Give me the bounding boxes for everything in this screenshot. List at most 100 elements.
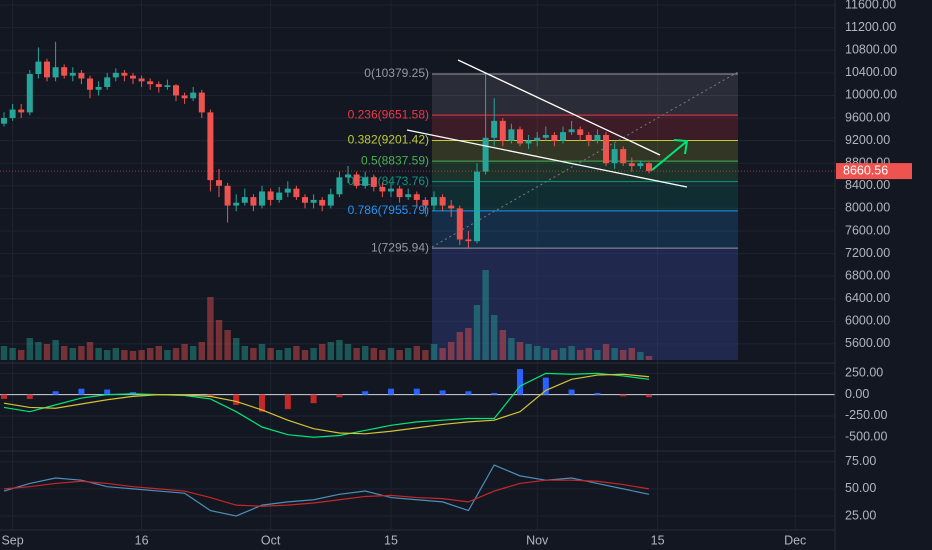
fib-zone — [432, 74, 738, 116]
volume-bar — [602, 344, 610, 360]
macd-histogram-bar — [26, 394, 33, 399]
y-tick-label: 5600.00 — [845, 336, 890, 350]
macd-histogram-bar — [388, 388, 394, 395]
y-tick-label: 8000.00 — [845, 201, 890, 215]
volume-bar — [0, 346, 8, 360]
candle-body — [241, 197, 248, 203]
volume-bar — [482, 270, 489, 360]
volume-bar — [112, 348, 119, 360]
y-tick-label: 9200.00 — [845, 133, 890, 147]
trend-line — [457, 59, 661, 156]
fib-label: 0.236(9651.58) — [348, 107, 429, 121]
volume-bar — [276, 350, 283, 360]
volume-bar — [69, 348, 76, 360]
y-tick-label: 10800.00 — [845, 43, 897, 57]
marks-layer — [0, 41, 835, 517]
volume-bar — [405, 348, 412, 360]
y-tick-label: 8400.00 — [845, 178, 890, 192]
volume-bar — [465, 328, 472, 360]
candle-body — [267, 191, 274, 200]
macd-histogram-bar — [542, 377, 549, 395]
volume-bar — [559, 348, 567, 360]
volume-bar — [301, 350, 309, 360]
volume-bar — [387, 348, 395, 360]
candle-body — [611, 149, 618, 164]
arrow-head — [673, 139, 689, 155]
macd-histogram-bar — [465, 391, 472, 395]
volume-bar — [198, 342, 205, 360]
fib-label: 0.382(9201.42) — [348, 133, 429, 147]
annotations — [406, 59, 739, 248]
macd-histogram-bar — [594, 392, 601, 395]
volume-bar — [258, 344, 266, 360]
y-tick-label: 6000.00 — [845, 314, 890, 328]
candle-body — [568, 129, 575, 133]
candle-body — [482, 137, 489, 172]
volume-bar — [155, 346, 162, 360]
volume-bar — [396, 350, 403, 360]
y-tick-label: 50.00 — [845, 481, 876, 495]
volume-bar — [241, 346, 248, 360]
fib-zone — [432, 248, 738, 360]
candle-body — [224, 185, 231, 206]
volume-bar — [439, 348, 446, 360]
candle-body — [353, 174, 360, 186]
macd-histogram-bar — [233, 394, 240, 405]
candle-body — [302, 197, 308, 203]
fib-label: 0(10379.25) — [364, 66, 429, 80]
macd-histogram-bar — [620, 394, 627, 397]
candle-body — [560, 132, 566, 141]
y-tick-label: 9600.00 — [845, 110, 890, 124]
candle-body — [646, 163, 652, 172]
volume-bar — [190, 346, 197, 360]
candle-body — [259, 191, 265, 206]
volume-bar — [26, 338, 33, 360]
volume-bar — [147, 348, 154, 360]
macd-histogram-bar — [259, 394, 265, 412]
candle-body — [370, 177, 377, 187]
candle-body — [379, 186, 386, 192]
candle-body — [130, 75, 136, 79]
candle-body — [26, 73, 33, 113]
volume-bar — [215, 320, 223, 360]
last-price-label: 8660.56 — [843, 163, 888, 177]
arrow — [651, 141, 687, 171]
x-tick-label: 15 — [651, 533, 665, 547]
candle-body — [310, 199, 317, 203]
volume-bar — [61, 346, 68, 360]
volume-bar — [379, 350, 386, 360]
volume-bar — [43, 344, 51, 360]
volume-bar — [250, 348, 257, 360]
volume-bar — [35, 342, 42, 360]
volume-bar — [628, 348, 635, 360]
y-tick-label: 250.00 — [845, 366, 883, 380]
candle-body — [405, 194, 412, 198]
x-tick-label: Nov — [526, 533, 549, 547]
candle-body — [422, 199, 429, 206]
macd-histogram-bar — [439, 390, 446, 395]
volume-bar — [172, 348, 180, 360]
candle-body — [207, 112, 214, 181]
volume-bar — [284, 348, 291, 360]
candle-body — [284, 188, 291, 193]
candle-body — [61, 67, 68, 76]
y-tick-label: 11200.00 — [845, 20, 896, 34]
candle-body — [456, 208, 463, 240]
volume-bar — [620, 350, 627, 360]
volume-bar — [448, 342, 455, 360]
candle-body — [628, 163, 635, 167]
volume-bar — [516, 342, 524, 360]
candle-body — [198, 92, 205, 113]
y-tick-label: 6400.00 — [845, 291, 890, 305]
y-tick-label: 10400.00 — [845, 65, 897, 79]
candle-body — [327, 194, 334, 206]
candle-body — [439, 197, 446, 206]
volume-bar — [637, 352, 644, 360]
volume-bar — [422, 350, 429, 360]
volume-bar — [508, 338, 515, 360]
candle-body — [491, 120, 498, 138]
volume-bar — [336, 340, 343, 360]
candle-body — [138, 78, 145, 82]
x-tick-label: Oct — [261, 533, 281, 547]
